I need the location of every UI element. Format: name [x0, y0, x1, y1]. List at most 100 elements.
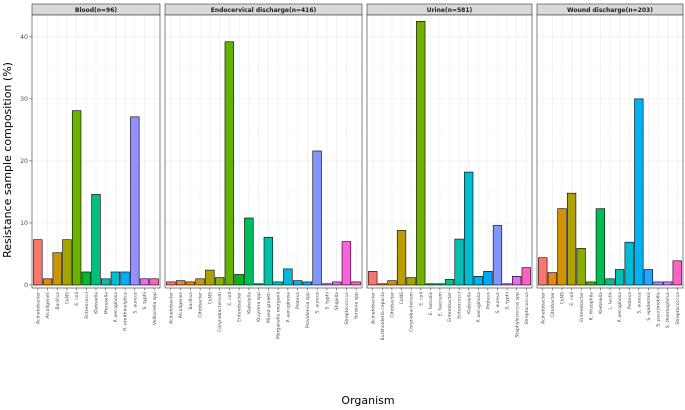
- panel-border: [164, 14, 363, 289]
- bar-s-aureus: [312, 150, 322, 286]
- bar-e-coli: [224, 41, 235, 286]
- x-axis-title: Organism: [341, 394, 394, 407]
- x-tick-label: P. aeruginosa: [476, 292, 482, 323]
- x-tick-label: Citrobacter: [198, 292, 204, 318]
- x-tick-label: Enterobacter: [447, 292, 453, 322]
- bar-klebsiella: [244, 217, 254, 286]
- x-tick-label: E. faecium: [438, 291, 444, 316]
- bar-e-faecium: [435, 283, 445, 286]
- bar-streptococcus: [672, 260, 682, 286]
- x-tick-label: Proteus: [485, 291, 491, 309]
- x-tick-label: Bacillus: [188, 291, 194, 309]
- x-tick-label: Citrobacter: [550, 292, 556, 318]
- facet-title: Endocervical discharge(n=416): [211, 7, 317, 14]
- bar-mixed-growth: [263, 236, 274, 286]
- x-tick-label: Mixed growth: [266, 292, 272, 323]
- facet-title: Urine(n=581): [427, 7, 473, 14]
- bar-k-rhizophila: [586, 281, 596, 286]
- x-tick-label: Streptococcus: [524, 291, 530, 324]
- x-tick-label: S. typhi: [505, 292, 511, 309]
- x-tick-label: S. epidermis: [646, 291, 652, 320]
- y-tick-label: 40: [20, 34, 28, 41]
- bar-klebsiella: [464, 171, 474, 286]
- bar-bacillus: [185, 281, 196, 286]
- bar-s-aureus: [130, 116, 140, 286]
- bar-bacillus: [52, 252, 62, 286]
- bar-e-coli: [416, 21, 426, 286]
- bar-alcaligenes: [175, 280, 186, 286]
- bar-veillonella-spp: [149, 278, 159, 286]
- bar-s-aureus: [634, 98, 644, 286]
- x-tick-label: S. typhi: [324, 292, 330, 309]
- bar-yersinia-spp: [351, 281, 361, 286]
- x-tick-label: Streptococcus: [344, 291, 350, 324]
- panel-1: Blood(n=96) Acinetobacter Alcaligenes Bacil…: [31, 3, 161, 331]
- x-tick-label: CoNS: [65, 292, 71, 304]
- x-tick-label: K. rhizophila: [588, 292, 594, 321]
- x-tick-label: S. aureus: [315, 291, 321, 313]
- bar-acinetobacter: [538, 257, 548, 286]
- y-tick-label: 10: [20, 220, 28, 227]
- bar-klebsiella: [595, 208, 606, 286]
- x-tick-label: E. coli: [74, 292, 80, 306]
- x-tick-label: Citrobacter: [390, 292, 396, 318]
- bar-alcaligenes: [42, 278, 53, 286]
- bar-morganella-morganii: [273, 281, 283, 286]
- bar-moraxella: [101, 278, 111, 286]
- x-tick-label: Alcaligenes: [45, 291, 51, 318]
- x-tick-label: Acinetobacter: [35, 292, 41, 324]
- bar-s-aureus: [492, 225, 503, 286]
- x-tick-label: Streptococcus: [675, 291, 681, 324]
- x-tick-label: Enterococci: [457, 292, 463, 319]
- bar-cons: [62, 239, 72, 286]
- x-tick-label: Bacillus: [55, 291, 61, 309]
- x-tick-label: Alcaligenes: [178, 291, 184, 318]
- bar-s-typhi: [502, 283, 512, 286]
- facet-title: Wound discharge(n=203): [567, 7, 653, 14]
- x-tick-label: E. coli: [418, 292, 424, 306]
- bar-providencia-spp: [302, 281, 313, 286]
- bar-s-thermophilus: [663, 281, 673, 286]
- bar-corynebacterium: [214, 277, 225, 286]
- bar-s-typhi: [139, 278, 150, 286]
- bar-enterococci: [81, 271, 91, 286]
- bar-p-aeruginosa: [473, 276, 483, 286]
- bar-acinetobacter: [368, 271, 378, 286]
- bar-p-aeruginosa: [110, 271, 121, 286]
- x-tick-label: Acinetobacter: [370, 292, 376, 324]
- y-tick-label: 30: [20, 96, 28, 103]
- x-tick-label: P. aeruginosa: [113, 292, 119, 323]
- x-tick-label: Veillonella spp: [152, 292, 158, 325]
- x-tick-label: Proteus: [627, 291, 633, 309]
- panel-2: Endocervical discharge(n=416) Acinetobact…: [164, 3, 363, 339]
- x-tick-label: L. lactis: [608, 291, 614, 309]
- x-tick-label: Shigella: [334, 292, 340, 310]
- x-tick-label: S. aureus: [132, 291, 138, 313]
- bar-p-aeruginosa: [614, 269, 625, 286]
- bar-p-aeruginosa: [283, 268, 293, 286]
- x-tick-label: Enterococci: [84, 292, 90, 319]
- x-tick-label: CoNS: [399, 292, 405, 304]
- x-tick-label: Morganella morganii: [276, 292, 282, 339]
- x-tick-label: Enterobacter: [579, 292, 585, 322]
- y-tick-label: 0: [24, 282, 28, 289]
- x-tick-label: Klebsiella: [94, 292, 100, 314]
- bar-enterobacter: [444, 279, 455, 286]
- x-tick-label: E. coli: [227, 292, 233, 306]
- y-axis: 0 10 20 30 40: [20, 34, 32, 289]
- x-tick-label: CoNS: [560, 292, 566, 304]
- x-tick-label: Klebsiella: [246, 292, 252, 314]
- y-tick-label: 20: [20, 158, 28, 165]
- bar-cons: [396, 230, 407, 286]
- x-tick-label: CoNS: [207, 292, 213, 304]
- bar-proteus: [483, 271, 493, 286]
- bar-enterococci: [454, 238, 464, 286]
- bar-proteus: [624, 241, 634, 286]
- bar-cons: [557, 208, 567, 286]
- x-tick-label: S. aureus: [495, 291, 501, 313]
- bar-s-typhi: [322, 283, 332, 286]
- x-tick-label: Burkholderia cepacia: [380, 292, 386, 341]
- panel-background: [165, 15, 362, 288]
- bar-citrobacter: [547, 272, 557, 286]
